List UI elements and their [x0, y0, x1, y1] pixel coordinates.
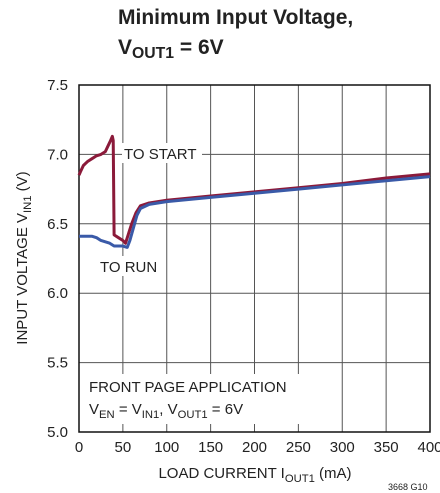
x-tick-label: 250 — [286, 439, 311, 456]
y-tick-label: 6.0 — [47, 285, 68, 302]
data-line — [79, 175, 431, 249]
x-axis-label-part: OUT1 — [285, 473, 315, 485]
y-tick-label: 5.5 — [47, 355, 68, 372]
x-tick-label: 150 — [198, 439, 223, 456]
y-tick-label: 7.0 — [47, 146, 68, 163]
annotation-part: EN — [99, 409, 115, 421]
x-tick-label: 200 — [242, 439, 267, 456]
chart-subtitle-part: V — [118, 36, 132, 59]
annotation-part: V — [89, 401, 99, 418]
annotation-part: = V — [115, 401, 142, 418]
label-bg — [98, 256, 162, 276]
x-axis-label-part: LOAD CURRENT I — [158, 465, 284, 482]
y-tick-label: 5.0 — [47, 424, 68, 441]
x-tick-label: 50 — [115, 439, 132, 456]
x-tick-label: 0 — [75, 439, 83, 456]
annotation: TO RUN — [100, 259, 157, 276]
label-bg — [86, 374, 328, 424]
y-axis-label-part: (V) — [14, 171, 31, 195]
y-tick-label: 6.5 — [47, 216, 68, 233]
annotation-part: OUT1 — [178, 409, 208, 421]
x-tick-label: 300 — [330, 439, 355, 456]
y-axis-label-part: IN1 — [22, 195, 34, 213]
annotation-part: = 6V — [208, 401, 243, 418]
chart-subtitle: VOUT1 = 6V — [118, 36, 224, 62]
footnote: 3668 G10 — [388, 482, 428, 492]
x-tick-label: 100 — [154, 439, 179, 456]
chart-subtitle-part: = 6V — [174, 36, 224, 59]
label-bg — [122, 143, 202, 163]
annotation-part: , V — [159, 401, 177, 418]
x-tick-label: 400 — [417, 439, 440, 456]
chart-title: Minimum Input Voltage, — [118, 6, 353, 29]
x-axis-label: LOAD CURRENT IOUT1 (mA) — [158, 465, 351, 485]
x-tick-label: 350 — [374, 439, 399, 456]
annotation-part: IN1 — [142, 409, 160, 421]
chart-subtitle-part: OUT1 — [132, 45, 174, 62]
annotation: TO START — [124, 146, 197, 163]
y-tick-label: 7.5 — [47, 77, 68, 94]
annotation: FRONT PAGE APPLICATION — [89, 379, 287, 396]
annotation: VEN = VIN1, VOUT1 = 6V — [89, 401, 243, 421]
y-axis-label: INPUT VOLTAGE VIN1 (V) — [14, 171, 34, 344]
x-axis-label-part: (mA) — [315, 465, 352, 482]
plot-frame — [78, 84, 431, 433]
y-axis-label-part: INPUT VOLTAGE V — [14, 213, 31, 345]
